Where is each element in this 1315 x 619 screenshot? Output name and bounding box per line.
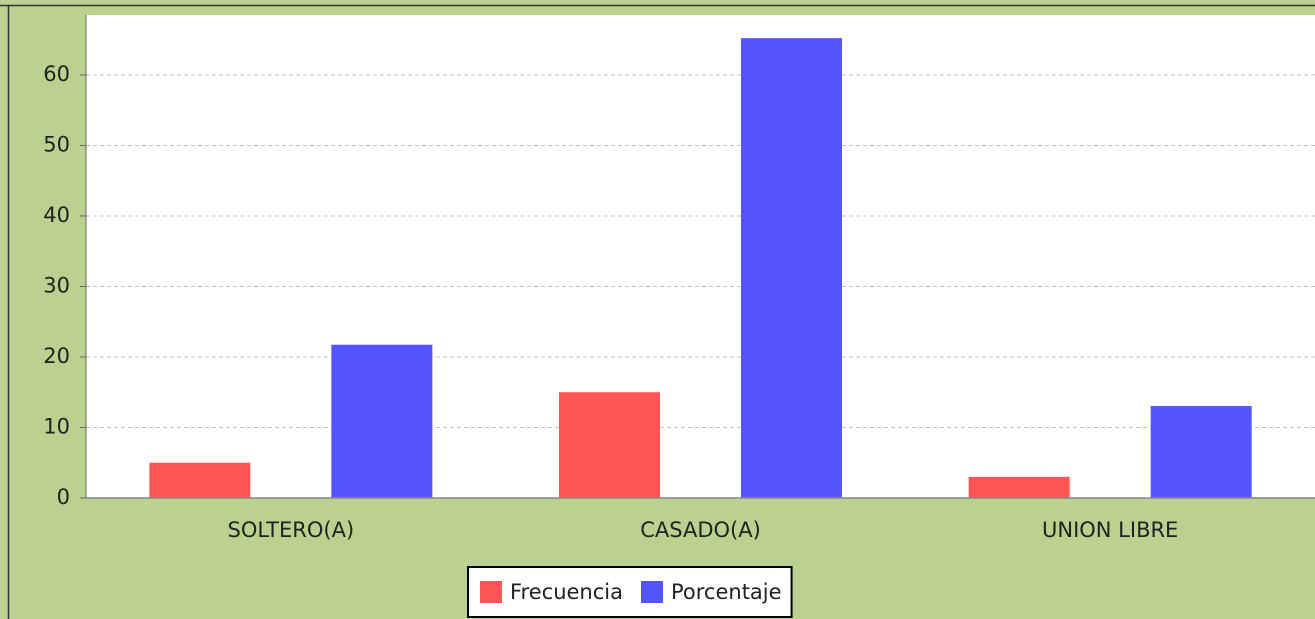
legend-swatch (480, 581, 502, 603)
bar (1150, 406, 1252, 498)
legend-label: Porcentaje (671, 580, 782, 604)
legend-box (467, 566, 793, 618)
bar (149, 462, 251, 498)
bar (741, 38, 842, 498)
y-tick-label: 0 (57, 485, 70, 509)
y-tick-label: 10 (43, 414, 70, 438)
y-tick-label: 30 (43, 273, 70, 297)
x-tick-label: SOLTERO(A) (228, 518, 355, 542)
y-tick-label: 60 (43, 62, 70, 86)
y-tick-label: 20 (43, 344, 70, 368)
bar (968, 476, 1070, 498)
bar (559, 392, 660, 498)
bar (331, 344, 433, 498)
x-tick-label: CASADO(A) (640, 518, 761, 542)
legend-swatch (640, 581, 663, 603)
y-tick-label: 50 (43, 132, 70, 156)
y-tick-label: 40 (43, 203, 70, 227)
x-tick-label: UNION LIBRE (1042, 518, 1178, 542)
legend-label: Frecuencia (510, 580, 623, 604)
legend: Frecuencia Porcentaje (467, 566, 793, 618)
plot-area (86, 15, 1315, 498)
